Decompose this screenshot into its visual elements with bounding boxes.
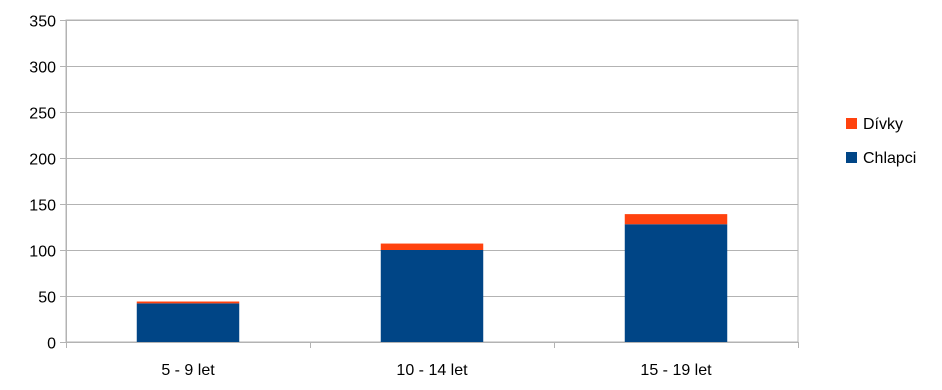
y-tick-label: 150 xyxy=(29,198,56,215)
y-tick-label: 0 xyxy=(47,336,56,353)
bar-d-vky-3 xyxy=(624,214,728,225)
legend-swatch-d-vky xyxy=(846,118,857,129)
y-tick-label: 250 xyxy=(29,106,56,123)
bar-d-vky-1 xyxy=(136,301,240,304)
legend: Dívky Chlapci xyxy=(846,116,916,167)
x-tick-label: 10 - 14 let xyxy=(396,362,468,379)
x-tick-label: 5 - 9 let xyxy=(161,362,215,379)
legend-label: Chlapci xyxy=(863,150,916,167)
bar-chlapci-3 xyxy=(624,224,728,342)
y-tick-label: 50 xyxy=(38,290,56,307)
y-tick-label: 350 xyxy=(29,14,56,31)
x-axis-ticks: 5 - 9 let 10 - 14 let 15 - 19 let xyxy=(66,342,799,379)
y-tick-label: 200 xyxy=(29,152,56,169)
bar-d-vky-2 xyxy=(380,243,484,250)
bar-chlapci-1 xyxy=(136,303,240,342)
y-tick-label: 300 xyxy=(29,60,56,77)
y-tick-label: 100 xyxy=(29,244,56,261)
legend-label: Dívky xyxy=(863,116,903,133)
legend-swatch-chlapci xyxy=(846,152,857,163)
axes xyxy=(66,20,798,348)
y-axis-ticks: 0 50 100 150 200 250 300 350 xyxy=(29,14,66,353)
x-tick-label: 15 - 19 let xyxy=(640,362,712,379)
bar-chlapci-2 xyxy=(380,250,484,342)
bars xyxy=(136,214,728,342)
